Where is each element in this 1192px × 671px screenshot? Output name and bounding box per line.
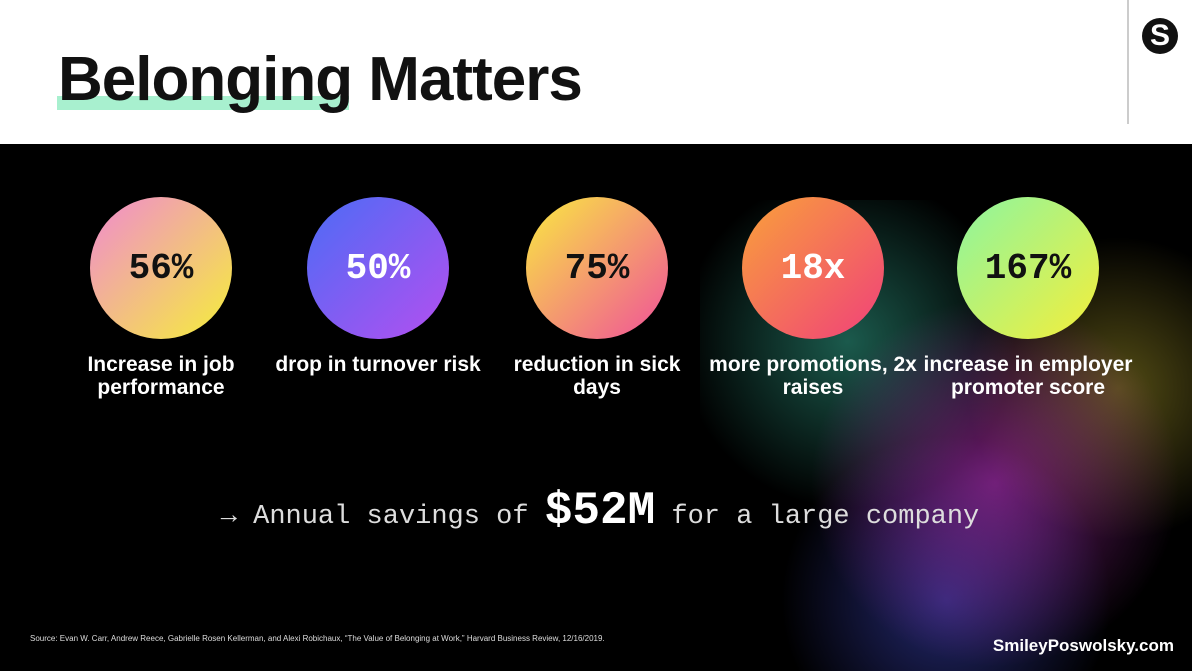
stat-circle: 18x bbox=[742, 197, 884, 339]
savings-text: → Annual savings of $52M for a large com… bbox=[220, 488, 980, 540]
stat-label: drop in turnover risk bbox=[275, 353, 481, 376]
stat-circle: 56% bbox=[90, 197, 232, 339]
divider bbox=[1127, 0, 1129, 124]
stat-circle: 75% bbox=[526, 197, 668, 339]
savings-before: Annual savings of bbox=[253, 502, 529, 532]
stat-label: reduction in sick days bbox=[513, 353, 681, 399]
logo-icon: S bbox=[1142, 18, 1178, 54]
stat-card: 56% Increase in job performance bbox=[51, 197, 271, 399]
savings-after: for a large company bbox=[671, 502, 980, 532]
stat-label: Increase in job performance bbox=[87, 353, 235, 399]
website-label: SmileyPoswolsky.com bbox=[992, 636, 1174, 655]
stat-label: increase in employer promoter score bbox=[923, 353, 1133, 399]
stat-circle: 50% bbox=[307, 197, 449, 339]
stat-card: 75% reduction in sick days bbox=[487, 197, 707, 399]
arrow-icon: → bbox=[220, 502, 237, 532]
header: Belonging Matters S bbox=[0, 0, 1192, 144]
title-highlight bbox=[57, 96, 349, 110]
stat-circle: 167% bbox=[957, 197, 1099, 339]
stat-card: 18x more promotions, 2x raises bbox=[703, 197, 923, 399]
source-citation: Source: Evan W. Carr, Andrew Reece, Gabr… bbox=[30, 634, 605, 643]
stat-card: 167% increase in employer promoter score bbox=[918, 197, 1138, 399]
page-title: Belonging Matters bbox=[58, 45, 583, 114]
stat-label: more promotions, 2x raises bbox=[709, 353, 917, 399]
stat-card: 50% drop in turnover risk bbox=[268, 197, 488, 376]
savings-amount: $52M bbox=[544, 485, 656, 537]
